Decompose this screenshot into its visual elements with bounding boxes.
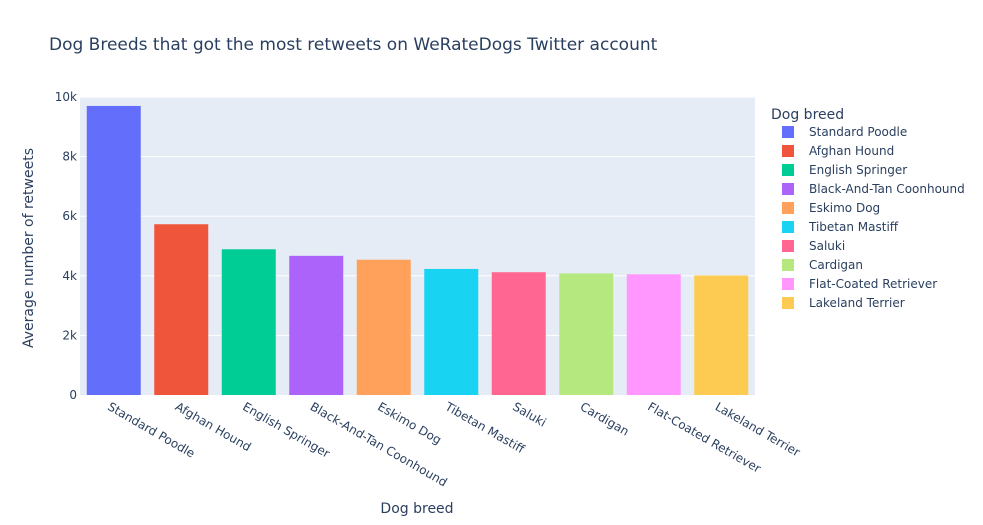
legend-label[interactable]: Tibetan Mastiff	[808, 220, 899, 234]
legend-label[interactable]: Afghan Hound	[809, 144, 894, 158]
bar-black-and-tan-coonhound[interactable]	[289, 255, 344, 395]
y-tick-label: 8k	[62, 150, 77, 164]
legend-label[interactable]: English Springer	[809, 163, 907, 177]
legend-swatch[interactable]	[782, 202, 794, 214]
y-tick-label: 2k	[62, 328, 77, 342]
x-axis-title: Dog breed	[380, 501, 453, 517]
bar-afghan-hound[interactable]	[154, 224, 209, 395]
legend-label[interactable]: Flat-Coated Retriever	[809, 277, 937, 291]
bar-eskimo-dog[interactable]	[356, 259, 411, 395]
bar-saluki[interactable]	[491, 272, 546, 395]
y-tick-label: 10k	[55, 90, 77, 104]
legend-label[interactable]: Standard Poodle	[809, 125, 907, 139]
legend-label[interactable]: Cardigan	[809, 258, 863, 272]
bar-lakeland-terrier[interactable]	[694, 275, 749, 395]
y-axis-title: Average number of retweets	[21, 148, 37, 348]
bar-flat-coated-retriever[interactable]	[626, 274, 681, 395]
bar-cardigan[interactable]	[559, 273, 614, 395]
x-tick-label: Cardigan	[578, 399, 632, 438]
legend-swatch[interactable]	[782, 183, 794, 195]
legend-swatch[interactable]	[782, 145, 794, 157]
legend-swatch[interactable]	[782, 259, 794, 271]
y-axis-ticks: 0 2k 4k 6k 8k 10k	[55, 90, 77, 402]
bar-tibetan-mastiff[interactable]	[424, 268, 479, 395]
legend-label[interactable]: Eskimo Dog	[809, 201, 880, 215]
bars	[86, 105, 749, 395]
legend-swatch[interactable]	[782, 278, 794, 290]
legend-swatch[interactable]	[782, 221, 794, 233]
legend-swatch[interactable]	[782, 126, 794, 138]
legend-label[interactable]: Lakeland Terrier	[809, 296, 905, 310]
x-tick-label: Flat-Coated Retriever	[645, 399, 763, 475]
legend-swatch[interactable]	[782, 164, 794, 176]
legend-label[interactable]: Black-And-Tan Coonhound	[809, 182, 965, 196]
legend-label[interactable]: Saluki	[809, 239, 845, 253]
y-tick-label: 6k	[62, 209, 77, 223]
legend-swatch[interactable]	[782, 297, 794, 309]
bar-english-springer[interactable]	[221, 249, 276, 395]
legend-title: Dog breed	[771, 107, 844, 123]
x-tick-label: Saluki	[510, 399, 548, 429]
chart-title: Dog Breeds that got the most retweets on…	[49, 35, 658, 55]
legend-swatch[interactable]	[782, 240, 794, 252]
y-tick-label: 0	[69, 388, 77, 402]
legend: Dog breed Standard Poodle Afghan Hound Eng…	[771, 107, 965, 310]
y-tick-label: 4k	[62, 269, 77, 283]
bar-standard-poodle[interactable]	[86, 105, 141, 395]
